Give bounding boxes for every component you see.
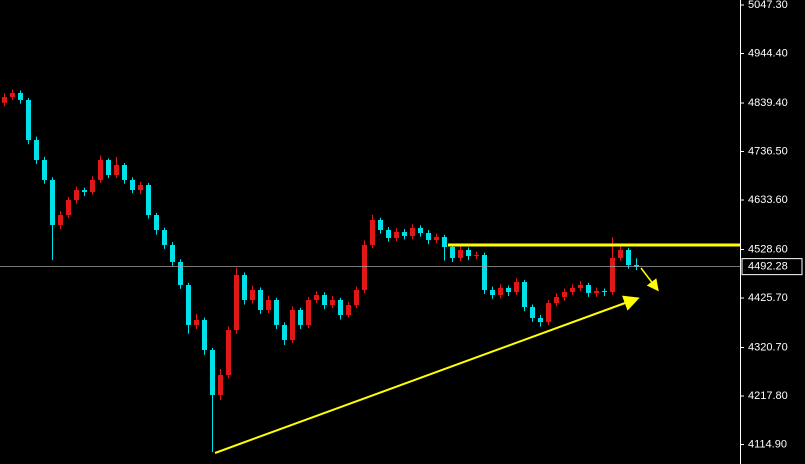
candle-body <box>290 309 295 341</box>
candle-body <box>90 179 95 193</box>
candle-body <box>226 330 231 375</box>
y-tick-label: 4633.60 <box>748 194 788 206</box>
candle-body <box>402 232 407 236</box>
candle-body <box>434 237 439 240</box>
y-tick-label: 4944.40 <box>748 47 788 59</box>
plot-area <box>0 89 740 453</box>
candle-body <box>18 93 23 100</box>
y-tick-label: 4320.70 <box>748 341 788 353</box>
y-tick-label: 4528.60 <box>748 243 788 255</box>
candle-body <box>610 257 615 292</box>
candle-body <box>50 179 55 225</box>
candle-body <box>82 190 87 193</box>
candle-body <box>466 249 471 257</box>
candle-body <box>282 324 287 341</box>
y-tick-label: 4114.90 <box>748 438 787 450</box>
candle-body <box>26 99 31 141</box>
candle-body <box>346 304 351 315</box>
candle-body <box>42 159 47 180</box>
candle-body <box>522 281 527 308</box>
candle-body <box>458 249 463 258</box>
candle-body <box>58 215 63 225</box>
candle-body <box>306 299 311 325</box>
candle-body <box>250 290 255 300</box>
candle-body <box>194 319 199 325</box>
candle-body <box>138 184 143 191</box>
candle-body <box>106 159 111 175</box>
candle-body <box>130 179 135 191</box>
candle-body <box>546 303 551 323</box>
candle-body <box>34 140 39 160</box>
candle-body <box>266 299 271 310</box>
candle-body <box>562 291 567 297</box>
candle-body <box>170 244 175 263</box>
candle-body <box>2 97 7 103</box>
candle-body <box>482 254 487 291</box>
candle-body <box>602 290 607 292</box>
candle-body <box>10 93 15 98</box>
candle-body <box>554 296 559 304</box>
candle-body <box>314 295 319 300</box>
candle-body <box>578 285 583 288</box>
y-tick-label: 4217.80 <box>748 390 788 402</box>
y-tick-label: 4736.50 <box>748 145 788 157</box>
candle-body <box>210 350 215 395</box>
candle-body <box>634 265 639 267</box>
candle-body <box>378 220 383 230</box>
candle-body <box>426 233 431 240</box>
candle-body <box>234 275 239 331</box>
candle-body <box>490 290 495 296</box>
direction-arrow <box>640 267 659 292</box>
candle-body <box>506 287 511 292</box>
candle-body <box>618 249 623 258</box>
last-price-label: 4492.28 <box>748 261 788 273</box>
candle-body <box>410 228 415 236</box>
candle-body <box>98 159 103 180</box>
candle-body <box>154 215 159 230</box>
candle-body <box>298 309 303 325</box>
candle-body <box>354 290 359 305</box>
candle-body <box>330 299 335 305</box>
candle-body <box>202 319 207 351</box>
candle-body <box>570 287 575 292</box>
y-tick-label: 4425.70 <box>748 292 788 304</box>
candle-body <box>146 184 151 216</box>
candle-body <box>530 307 535 319</box>
candle-body <box>442 237 447 248</box>
candle-body <box>626 249 631 266</box>
candle-body <box>162 229 167 245</box>
candle-body <box>338 299 343 315</box>
candle-body <box>594 290 599 294</box>
candle-body <box>498 287 503 296</box>
candle-body <box>258 290 263 310</box>
last-price-box <box>741 258 803 276</box>
candle-body <box>386 229 391 239</box>
candle-body <box>186 285 191 325</box>
candle-body <box>450 247 455 258</box>
candle-body <box>538 318 543 323</box>
candle-body <box>370 220 375 245</box>
candle-body <box>66 200 71 216</box>
candle-body <box>514 281 519 292</box>
candle-body <box>178 262 183 286</box>
candle-body <box>418 228 423 234</box>
candle-body <box>74 190 79 201</box>
candle-body <box>218 374 223 395</box>
candle-body <box>274 299 279 325</box>
candle-body <box>242 275 247 300</box>
y-tick-label: 4839.40 <box>748 97 788 109</box>
y-tick-label: 5047.30 <box>748 0 788 11</box>
trend-arrow <box>214 295 640 454</box>
candle-body <box>586 285 591 294</box>
candle-body <box>122 164 127 180</box>
candle-body <box>322 295 327 305</box>
candle-body <box>474 254 479 257</box>
candle-body <box>394 232 399 239</box>
candle-body <box>114 164 119 175</box>
candle-body <box>362 244 367 291</box>
